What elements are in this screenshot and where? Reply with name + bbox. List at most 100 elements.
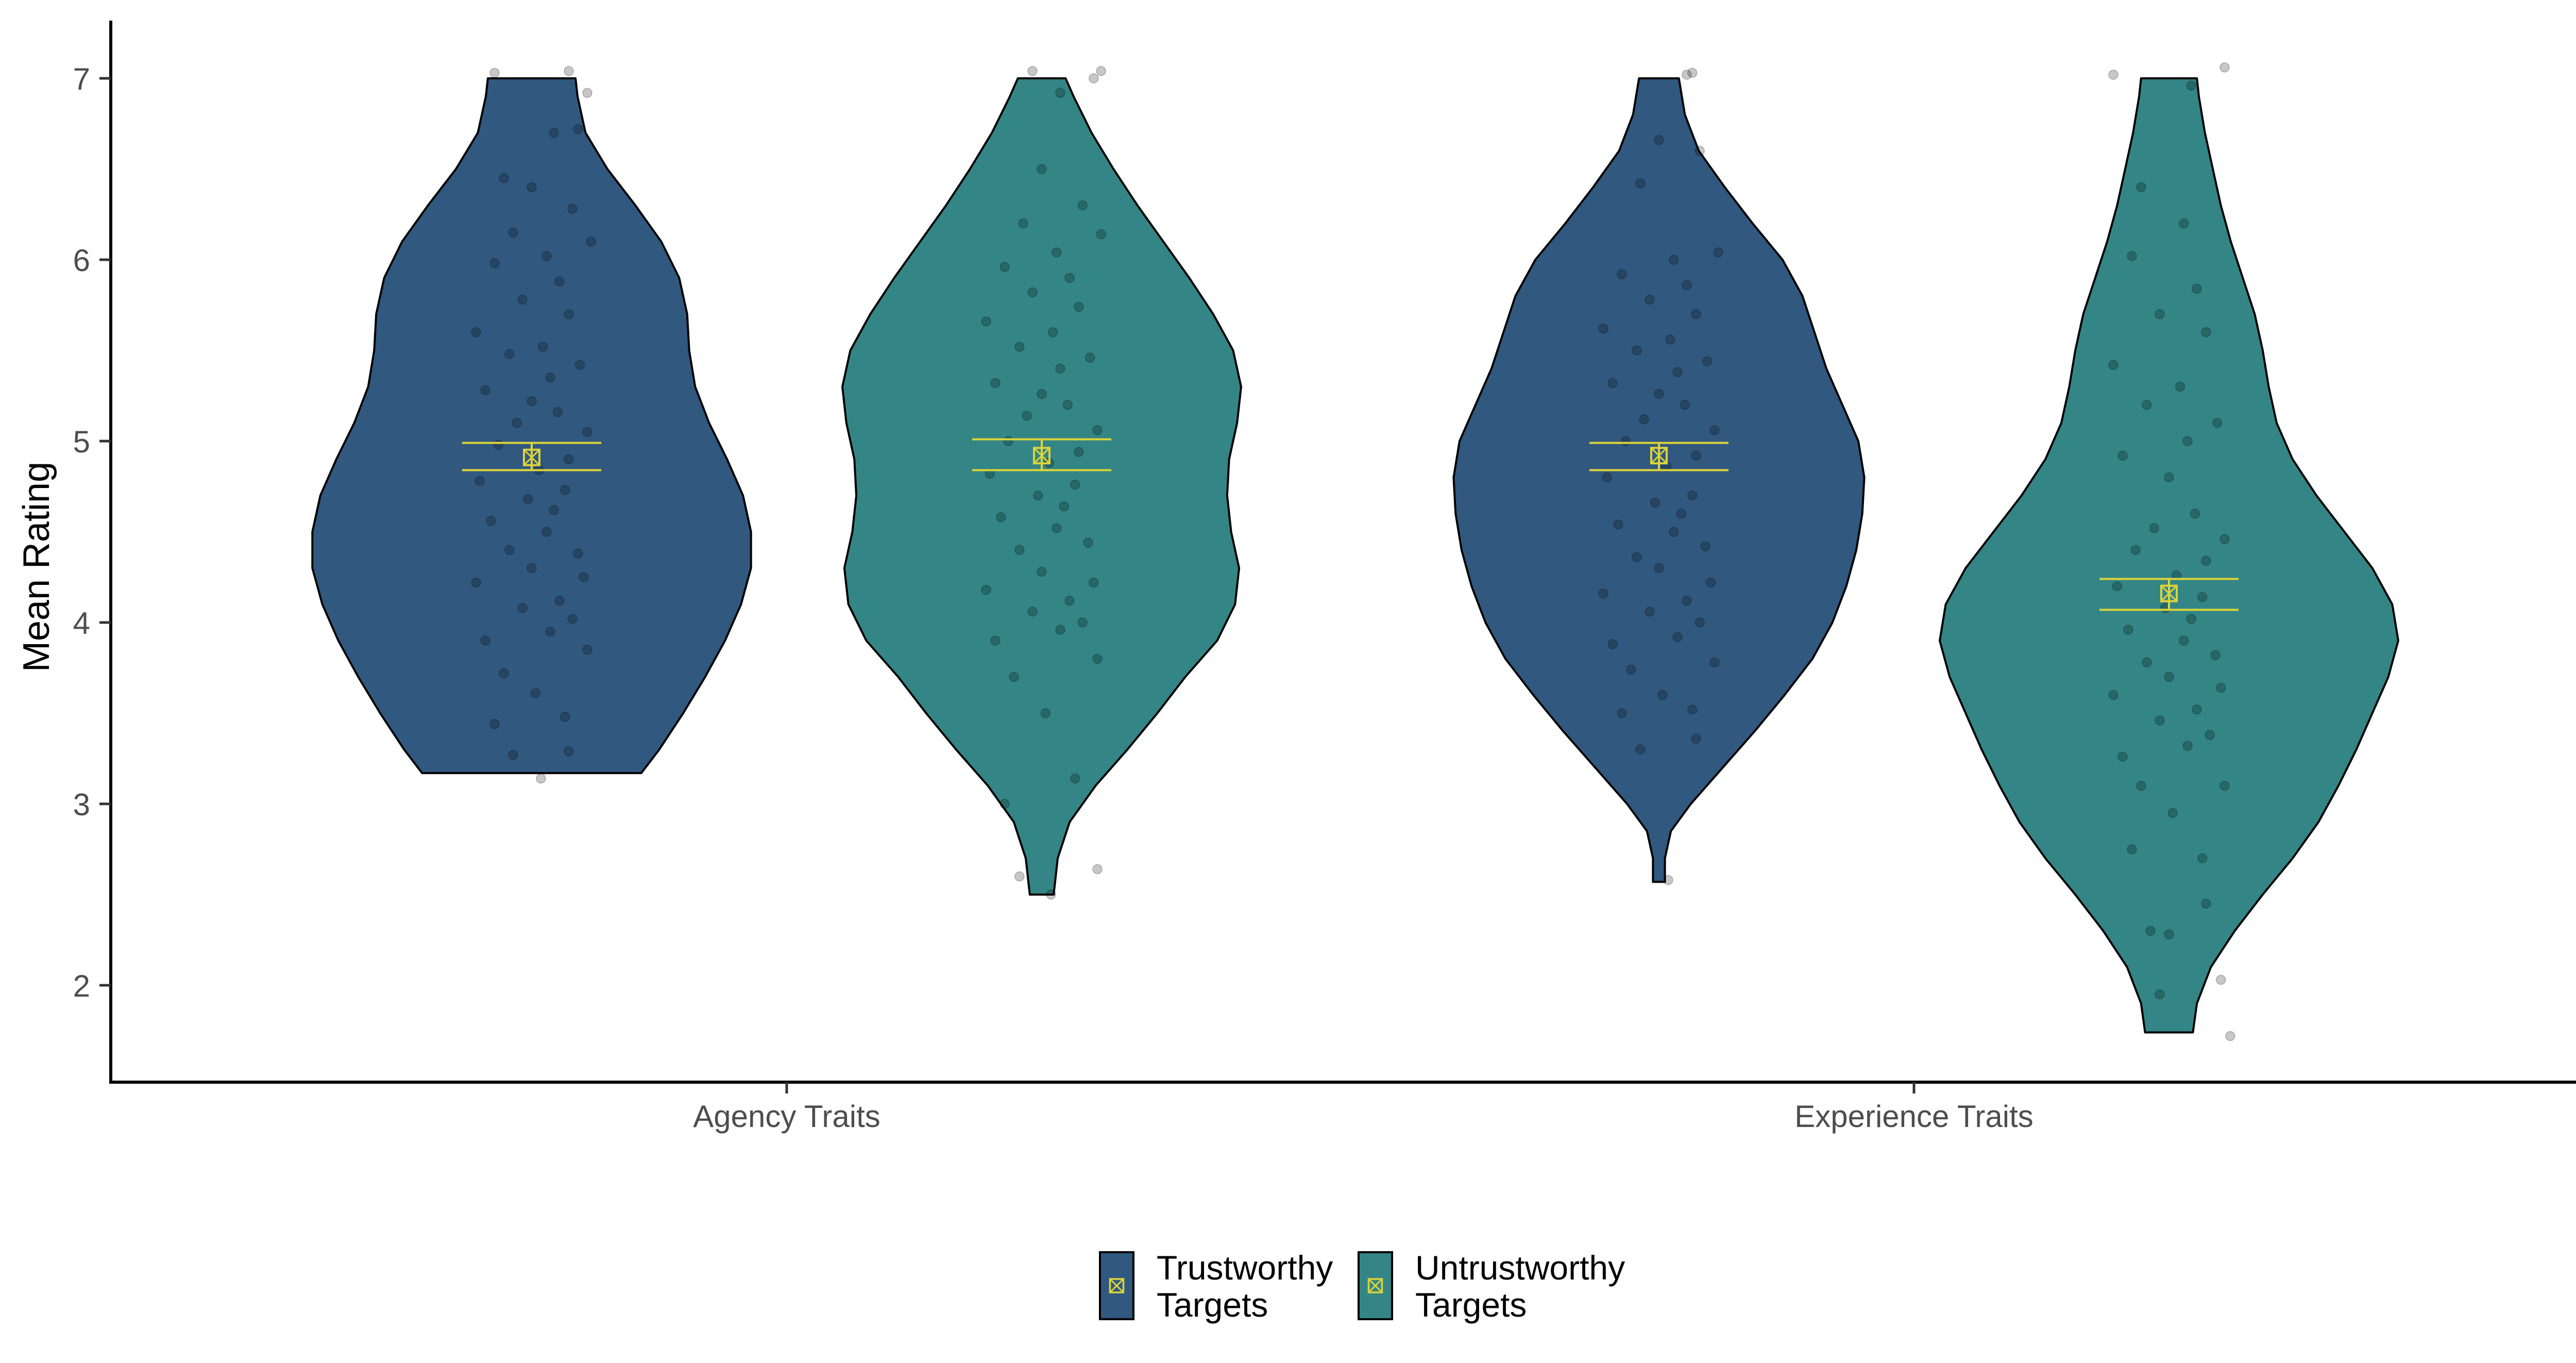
data-point <box>2155 989 2165 1000</box>
data-point <box>1635 744 1646 755</box>
data-point <box>549 505 559 515</box>
data-point <box>1037 389 1047 399</box>
data-point <box>582 88 592 98</box>
data-point <box>527 182 537 192</box>
data-point <box>508 227 518 238</box>
data-point <box>1607 639 1618 649</box>
data-point <box>530 688 540 699</box>
data-point <box>2127 844 2137 854</box>
data-point <box>1613 519 1623 530</box>
data-point <box>2186 614 2196 624</box>
data-point <box>573 548 583 559</box>
data-point <box>480 635 490 646</box>
data-point <box>2145 926 2156 936</box>
data-point <box>2142 399 2152 410</box>
data-point <box>2155 309 2165 319</box>
data-point <box>486 516 496 526</box>
data-point <box>1083 537 1093 548</box>
data-point <box>537 342 548 352</box>
mean-ci-layer <box>462 438 2239 611</box>
data-point <box>489 68 500 78</box>
data-point <box>1700 541 1710 551</box>
violin-untrustworthy-experience <box>1939 77 2399 1034</box>
data-point <box>2179 635 2189 646</box>
data-point <box>2182 741 2193 751</box>
data-point <box>582 645 592 655</box>
y-tick-label: 4 <box>73 606 90 641</box>
y-axis-label: Mean Rating <box>16 462 57 672</box>
data-point <box>1027 607 1038 617</box>
mean-errorbar <box>972 438 1111 472</box>
data-point <box>2130 545 2141 555</box>
data-point <box>1657 690 1668 700</box>
data-point <box>471 577 481 588</box>
data-point <box>512 418 522 428</box>
data-point <box>1602 472 1612 483</box>
data-point <box>1650 497 1660 508</box>
y-tick-label: 2 <box>73 969 90 1003</box>
data-point <box>2155 715 2165 726</box>
data-point <box>1089 577 1099 588</box>
data-point <box>567 204 578 214</box>
data-point <box>1665 334 1675 345</box>
data-point <box>1617 708 1627 718</box>
data-point <box>1084 352 1095 363</box>
data-point <box>564 746 574 756</box>
data-point <box>567 614 578 624</box>
data-point <box>990 378 1001 389</box>
mean-marker <box>1650 447 1668 465</box>
data-point <box>1598 588 1608 599</box>
data-point <box>1064 596 1075 606</box>
data-point <box>1713 247 1723 258</box>
data-point <box>1691 309 1701 319</box>
data-point <box>2127 251 2137 261</box>
data-point <box>1654 134 1664 145</box>
data-point <box>2149 523 2159 533</box>
data-point <box>2164 472 2174 483</box>
data-point <box>527 396 537 407</box>
legend-label: Untrustworthy Targets <box>1415 1249 1625 1324</box>
y-tick-label: 7 <box>73 62 90 96</box>
data-point <box>1022 410 1032 421</box>
data-point <box>2167 807 2178 818</box>
data-point <box>1654 563 1664 574</box>
mean-marker-cross <box>2160 585 2178 602</box>
y-tick-label: 6 <box>73 243 90 278</box>
data-point <box>1639 414 1649 425</box>
data-point <box>1682 280 1692 291</box>
data-point <box>1070 773 1080 784</box>
legend-item-untrustworthy: Untrustworthy Targets <box>1358 1249 1625 1324</box>
data-point <box>504 349 515 359</box>
legend-mean-marker-cross <box>1368 1278 1383 1293</box>
data-point <box>1645 607 1655 617</box>
data-point <box>582 427 592 437</box>
data-point <box>1096 229 1106 240</box>
data-point <box>2219 62 2230 73</box>
data-point <box>554 596 565 606</box>
data-point <box>545 626 555 637</box>
data-point <box>564 454 574 464</box>
data-point <box>2201 898 2211 909</box>
legend-mean-marker <box>1367 1278 1383 1293</box>
data-point <box>1096 66 1106 76</box>
data-point <box>1014 342 1025 352</box>
data-point <box>1702 356 1713 366</box>
data-point <box>1040 708 1050 718</box>
data-point <box>1682 596 1692 606</box>
data-point <box>2201 327 2211 338</box>
data-point <box>1014 871 1025 882</box>
data-point <box>2142 657 2152 668</box>
data-point <box>990 635 1001 646</box>
data-point <box>1059 501 1069 512</box>
data-point <box>1632 552 1642 563</box>
y-tick-label: 5 <box>73 425 90 459</box>
violin-trustworthy-experience <box>1452 77 1866 883</box>
data-point <box>2123 625 2133 635</box>
data-point <box>1092 864 1103 874</box>
legend-mean-marker <box>1109 1278 1125 1293</box>
data-point <box>1077 200 1088 211</box>
data-point <box>1077 617 1088 628</box>
data-point <box>2108 70 2119 80</box>
data-point <box>493 440 503 450</box>
data-point <box>1682 70 1692 80</box>
